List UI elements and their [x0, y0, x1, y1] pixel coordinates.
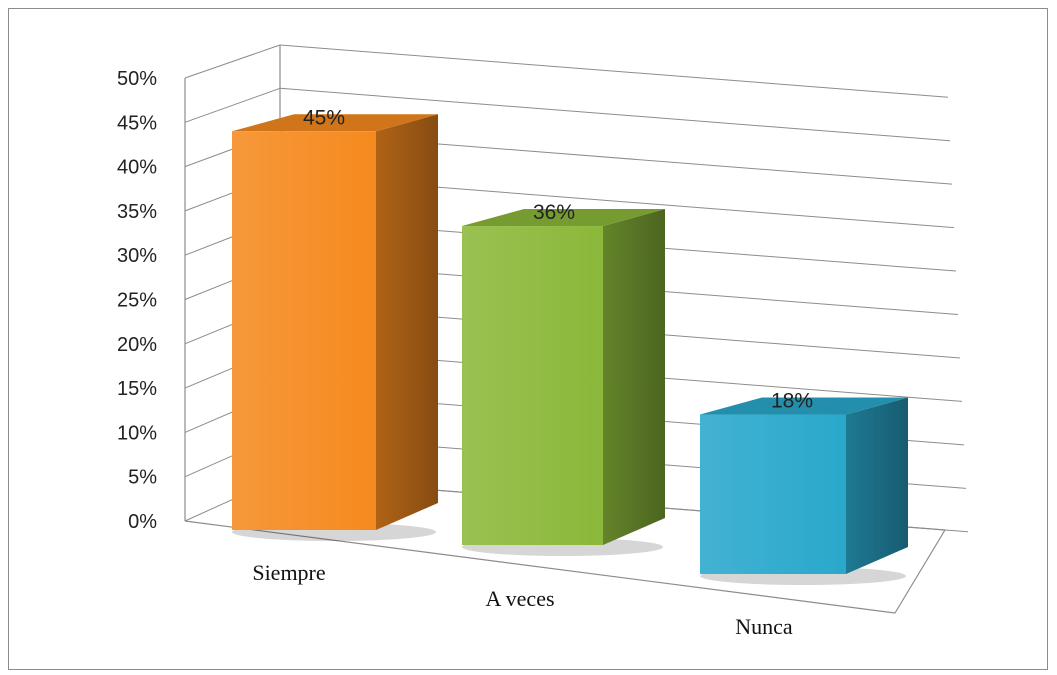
floor-right-edge: [894, 529, 946, 614]
x-tick-label: Nunca: [735, 614, 793, 639]
x-axis-line: [184, 520, 896, 614]
gridline: [279, 44, 949, 98]
y-tick-label: 20%: [117, 334, 157, 356]
y-tick-label: 30%: [117, 245, 157, 267]
y-tick-label: 15%: [117, 378, 157, 400]
bar-top: [232, 114, 438, 132]
x-tick-label: Siempre: [252, 560, 325, 585]
bar: [462, 226, 603, 546]
y-tick-label: 5%: [128, 467, 157, 489]
bar-side: [603, 209, 665, 546]
gridline: [279, 87, 951, 142]
y-tick-label: 45%: [117, 112, 157, 134]
gridline-side: [184, 87, 281, 123]
y-tick-label: 25%: [117, 290, 157, 312]
bar: [700, 414, 846, 574]
y-tick-label: 40%: [117, 157, 157, 179]
data-label: 45%: [303, 106, 345, 129]
data-label: 18%: [771, 390, 813, 413]
bar: [232, 131, 376, 531]
y-tick-label: 50%: [117, 68, 157, 90]
bar-top: [700, 397, 908, 415]
bar-top: [462, 209, 665, 227]
data-label: 36%: [533, 201, 575, 224]
bar-side: [846, 397, 908, 574]
bar-side: [376, 114, 438, 531]
x-tick-label: A veces: [485, 586, 554, 611]
y-tick-label: 35%: [117, 201, 157, 223]
gridline-side: [184, 44, 281, 79]
y-tick-label: 10%: [117, 422, 157, 444]
y-tick-label: 0%: [128, 511, 157, 533]
